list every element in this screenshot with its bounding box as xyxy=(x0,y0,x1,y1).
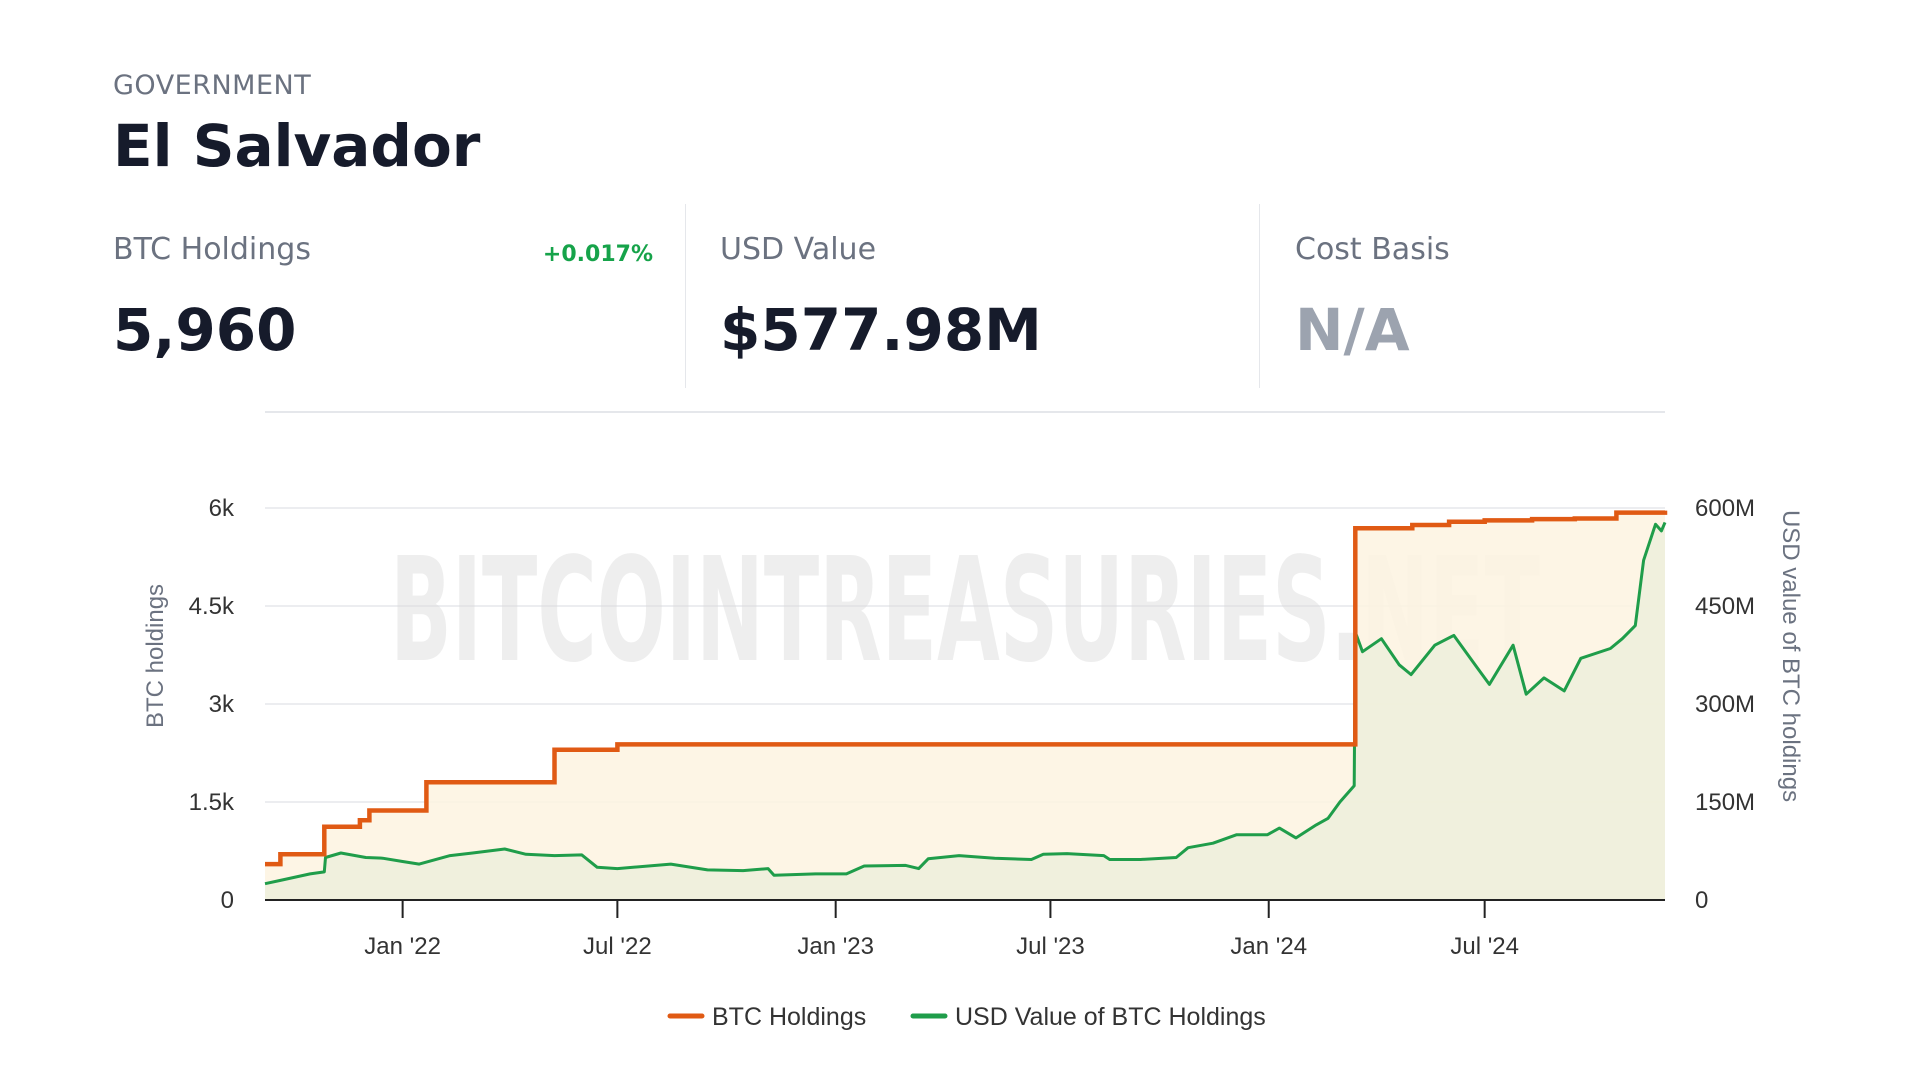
y-left-tick-label: 3k xyxy=(209,691,235,718)
cost-basis-label: Cost Basis xyxy=(1295,232,1450,267)
y-right-tick-label: 150M xyxy=(1695,789,1755,816)
x-tick-label: Jan '23 xyxy=(797,933,874,960)
x-tick-label: Jan '24 xyxy=(1230,933,1307,960)
chart-legend: BTC Holdings USD Value of BTC Holdings xyxy=(667,1003,1266,1031)
x-tick-label: Jul '23 xyxy=(1016,933,1085,960)
y-axis-right-title: USD value of BTC holdings xyxy=(1777,510,1804,802)
stat-btc-holdings: BTC Holdings +0.017% 5,960 xyxy=(113,200,653,390)
btc-holdings-change-badge: +0.017% xyxy=(542,242,653,267)
stat-cost-basis: Cost Basis N/A xyxy=(1295,200,1795,390)
y-left-tick-label: 0 xyxy=(221,887,234,914)
y-right-tick-label: 0 xyxy=(1695,887,1708,914)
entity-category: GOVERNMENT xyxy=(113,70,312,101)
chart-lines xyxy=(264,510,1668,886)
entity-title: El Salvador xyxy=(113,112,481,180)
btc-holdings-value: 5,960 xyxy=(113,296,297,364)
usd-value-value: $577.98M xyxy=(720,296,1042,364)
x-tick-label: Jan '22 xyxy=(364,933,441,960)
chart-axes: 0 1.5k 3k 4.5k 6k 0 150M 300M 450M 600M Jan '22 Jul… xyxy=(189,495,1755,960)
usd-value-line xyxy=(264,521,1667,886)
y-axis-left-title: BTC holdings xyxy=(142,584,169,728)
x-tick-label: Jul '22 xyxy=(583,933,652,960)
y-right-tick-label: 300M xyxy=(1695,691,1755,718)
x-tick-label: Jul '24 xyxy=(1450,933,1519,960)
btc-holdings-area xyxy=(265,510,1665,900)
legend-label: USD Value of BTC Holdings xyxy=(955,1003,1266,1031)
y-left-tick-label: 1.5k xyxy=(189,789,235,816)
y-left-tick-label: 4.5k xyxy=(189,593,235,620)
y-right-tick-label: 600M xyxy=(1695,495,1755,522)
stat-divider xyxy=(685,204,686,388)
cost-basis-value: N/A xyxy=(1295,296,1410,364)
y-left-tick-label: 6k xyxy=(209,495,235,522)
btc-holdings-label: BTC Holdings xyxy=(113,232,311,267)
btc-holdings-line xyxy=(265,510,1668,867)
stat-usd-value: USD Value $577.98M xyxy=(720,200,1220,390)
legend-label: BTC Holdings xyxy=(712,1003,866,1031)
chart-watermark: BITCOINTREASURIES.NET xyxy=(390,526,1540,694)
stat-divider xyxy=(1259,204,1260,388)
usd-value-label: USD Value xyxy=(720,232,877,267)
y-right-tick-label: 450M xyxy=(1695,593,1755,620)
